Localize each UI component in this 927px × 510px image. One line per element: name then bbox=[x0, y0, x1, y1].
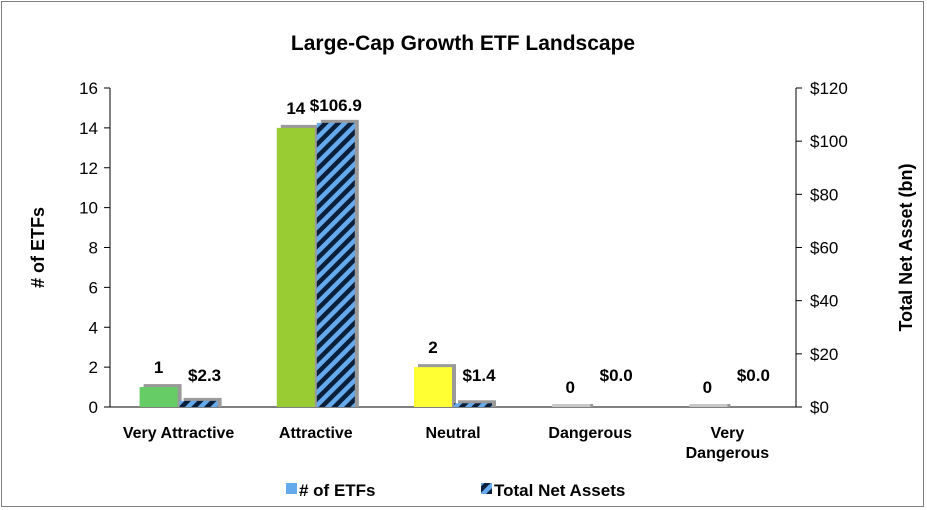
right-axis-tick-label: $100 bbox=[810, 132, 848, 151]
right-axis-tick-label: $80 bbox=[810, 185, 838, 204]
category-label: Dangerous bbox=[548, 425, 632, 442]
category-label: Very Attractive bbox=[123, 425, 235, 442]
data-label-net-assets: $2.3 bbox=[188, 366, 221, 385]
chart-title: Large-Cap Growth ETF Landscape bbox=[291, 32, 635, 55]
legend-swatch-net-assets bbox=[481, 483, 492, 494]
legend: # of ETFs Total Net Assets bbox=[286, 481, 625, 500]
left-axis-tick-label: 4 bbox=[89, 318, 98, 337]
data-label-net-assets: $0.0 bbox=[737, 366, 770, 385]
category-label: Neutral bbox=[425, 425, 480, 442]
category-label: Attractive bbox=[279, 425, 353, 442]
bars bbox=[139, 119, 731, 408]
left-axis-tick-label: 16 bbox=[79, 79, 98, 98]
bar-etf-count bbox=[689, 404, 728, 407]
right-axis-title: Total Net Asset (bn) bbox=[896, 163, 916, 331]
left-axis-title: # of ETFs bbox=[28, 207, 48, 288]
left-axis-tick-label: 0 bbox=[89, 398, 98, 417]
bar-net-assets bbox=[316, 122, 355, 408]
data-labels: 1 $2.3 14 $106.9 2 $1.4 0 $0.0 0 $0.0 bbox=[154, 96, 770, 397]
bar-etf-count bbox=[276, 127, 315, 407]
right-axis-tick-label: $20 bbox=[810, 345, 838, 364]
data-label-etf-count: 0 bbox=[703, 378, 712, 397]
category-label: Very bbox=[710, 425, 744, 442]
left-axis-tick-label: 6 bbox=[89, 278, 98, 297]
right-axis-tick-label: $120 bbox=[810, 79, 848, 98]
legend-label-etf-count: # of ETFs bbox=[299, 481, 376, 500]
left-axis-tick-label: 10 bbox=[79, 199, 98, 218]
legend-swatch-etf-count bbox=[286, 483, 297, 494]
category-label: Dangerous bbox=[686, 445, 770, 462]
left-axis-tick-label: 8 bbox=[89, 239, 98, 258]
legend-label-net-assets: Total Net Assets bbox=[494, 481, 625, 500]
right-axis-tick-label: $0 bbox=[810, 398, 829, 417]
right-axis-tick-label: $40 bbox=[810, 292, 838, 311]
data-label-etf-count: 0 bbox=[565, 378, 574, 397]
data-label-etf-count: 1 bbox=[154, 358, 163, 377]
data-label-etf-count: 14 bbox=[286, 99, 305, 118]
right-axis-tick-label: $60 bbox=[810, 239, 838, 258]
data-label-net-assets: $1.4 bbox=[462, 366, 496, 385]
bar-etf-count bbox=[552, 404, 591, 407]
bar-etf-count bbox=[139, 387, 178, 407]
bar-net-assets bbox=[454, 403, 492, 407]
bar-etf-count bbox=[414, 367, 452, 407]
left-axis-tick-label: 14 bbox=[79, 119, 98, 138]
data-label-etf-count: 2 bbox=[428, 338, 437, 357]
data-label-net-assets: $0.0 bbox=[600, 366, 633, 385]
left-axis-tick-label: 2 bbox=[89, 358, 98, 377]
data-label-net-assets: $106.9 bbox=[310, 96, 362, 115]
bar-net-assets bbox=[179, 400, 218, 407]
left-axis-tick-label: 12 bbox=[79, 159, 98, 178]
